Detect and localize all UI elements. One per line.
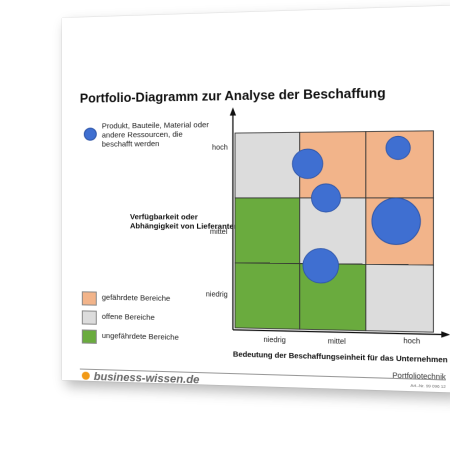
grid-cell-open xyxy=(366,264,434,332)
area-legend-swatch-open xyxy=(82,310,97,324)
resource-bubble xyxy=(386,136,410,159)
resource-bubble xyxy=(372,198,421,245)
grid-cell-open xyxy=(235,132,300,198)
y-axis-arrow xyxy=(230,107,236,115)
document-name: Portfoliotechnik xyxy=(392,373,445,382)
grid-cell-safe xyxy=(235,263,300,329)
article-number: Art.-Nr. 99 096 12 xyxy=(410,383,445,389)
area-legend-swatch-endangered xyxy=(82,291,97,305)
area-legend-swatch-safe xyxy=(82,329,97,343)
resource-bubble xyxy=(303,248,339,283)
document-sheet: Portfolio-Diagramm zur Analyse der Besch… xyxy=(62,5,450,392)
resource-bubble xyxy=(292,149,322,179)
resource-bubble xyxy=(311,184,340,212)
brand-logo: business-wissen.de xyxy=(82,371,200,387)
grid-cell-safe xyxy=(235,198,300,264)
x-axis-arrow xyxy=(441,331,450,338)
brand-dot-icon xyxy=(82,372,90,380)
